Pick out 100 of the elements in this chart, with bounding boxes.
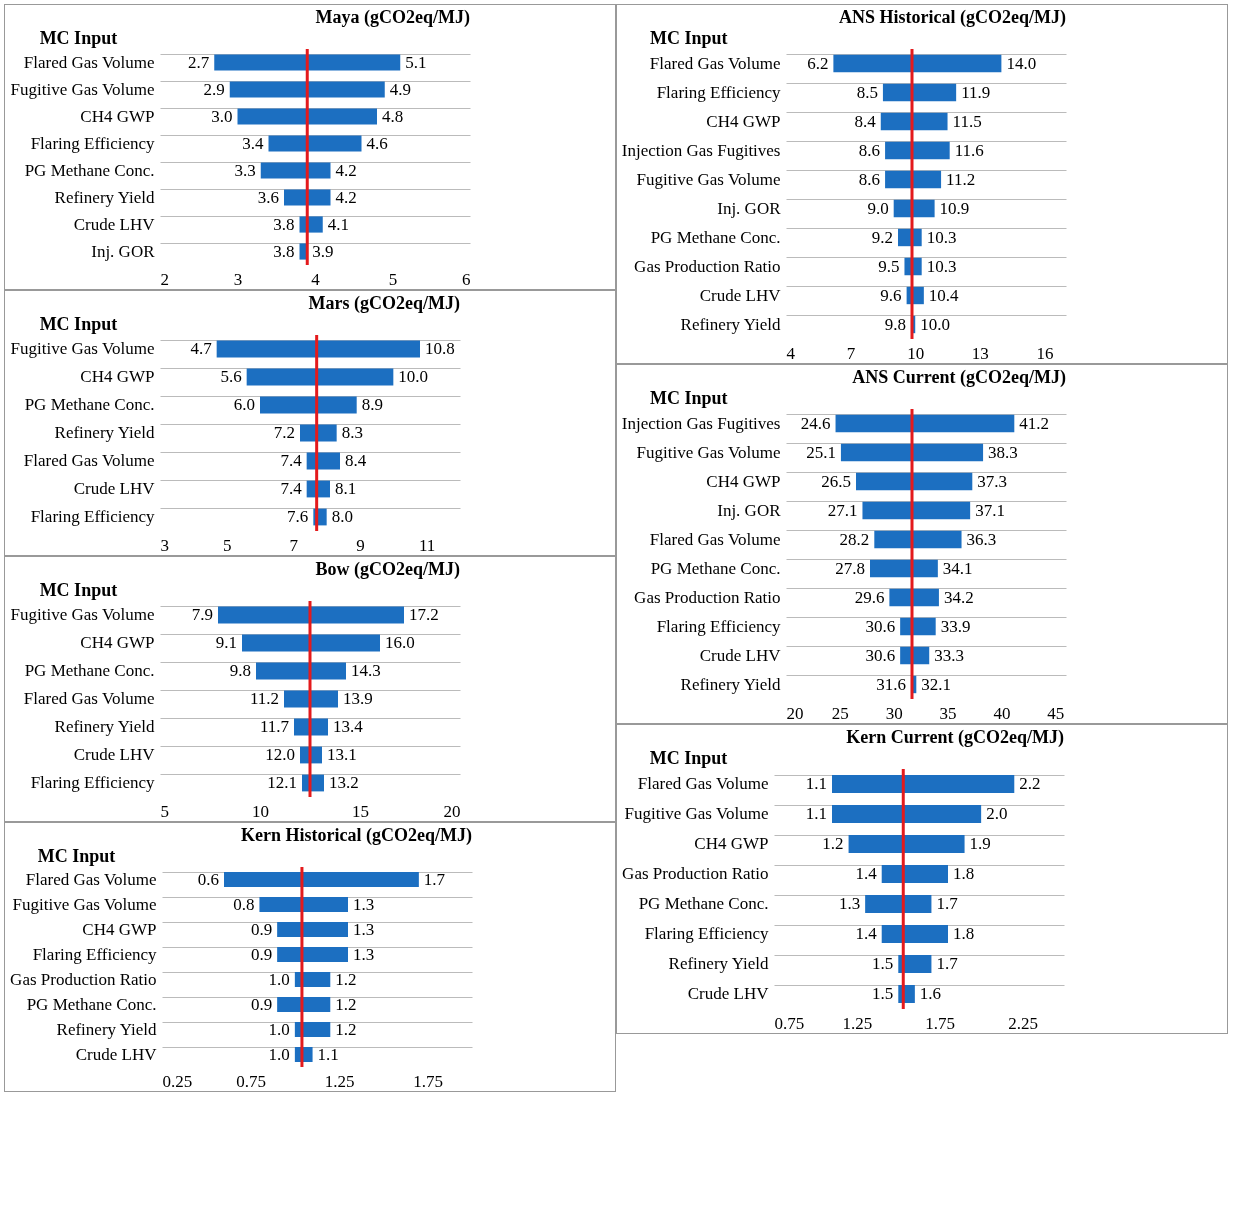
annotation: 12.0 (265, 745, 295, 764)
annotation: 16.0 (385, 633, 415, 652)
annotation: 8.4 (854, 111, 877, 131)
annotation: 11.7 (259, 717, 290, 736)
annotation: 3.3 (234, 160, 256, 180)
annotation: 4.2 (335, 187, 357, 207)
y-tick-label: Fugitive Gas Volume (636, 442, 781, 462)
x-tick-label: 10 (907, 343, 925, 363)
annotation: 11.2 (946, 169, 976, 189)
x-tick-label: 30 (885, 703, 903, 723)
y-tick-label: Fugitive Gas Volume (624, 804, 769, 823)
y-tick-label: Gas Production Ratio (10, 969, 157, 989)
annotation: 8.5 (856, 82, 878, 102)
y-tick-label: Inj. GOR (91, 241, 156, 261)
annotation: 1.0 (268, 969, 290, 989)
x-tick-label: 1.75 (925, 1013, 956, 1033)
y-tick-label: Flared Gas Volume (649, 53, 781, 73)
annotation: 1.1 (805, 804, 827, 823)
annotation: 1.4 (855, 864, 878, 883)
y-tick-label: PG Methane Conc. (24, 160, 155, 180)
y-axis-title: MC Input (39, 579, 118, 600)
y-tick-label: Refinery Yield (54, 187, 155, 207)
annotation: 13.4 (333, 717, 364, 736)
annotation: 1.3 (353, 919, 375, 939)
annotation: 3.4 (242, 133, 264, 153)
annotation: 33.9 (940, 616, 971, 636)
annotation: 1.7 (423, 869, 446, 889)
y-tick-label: Flaring Efficiency (644, 924, 769, 943)
y-tick-label: CH4 GWP (706, 471, 781, 491)
annotation: 8.4 (345, 451, 367, 470)
annotation: 3.9 (312, 241, 334, 261)
annotation: 11.5 (952, 111, 982, 131)
x-tick-label: 4 (311, 269, 321, 289)
annotation: 34.1 (942, 558, 973, 578)
x-tick-label: 7 (289, 535, 299, 555)
annotation: 34.2 (943, 587, 974, 607)
x-tick-label: 16 (1036, 343, 1054, 363)
annotation: 13.2 (329, 773, 359, 792)
annotation: 3.8 (273, 241, 295, 261)
y-tick-label: Refinery Yield (54, 717, 155, 736)
x-tick-label: 11 (418, 535, 436, 555)
y-tick-label: Flared Gas Volume (25, 869, 157, 889)
y-axis-title: MC Input (37, 845, 116, 866)
y-tick-label: Inj. GOR (717, 500, 782, 520)
annotation: 7.6 (287, 507, 309, 526)
y-tick-label: Flaring Efficiency (30, 773, 155, 792)
y-tick-label: Flaring Efficiency (656, 82, 781, 102)
annotation: 1.5 (872, 954, 894, 973)
x-tick-label: 2 (160, 269, 169, 289)
chart-title: Kern Historical (gCO2eq/MJ) (241, 825, 472, 846)
annotation: 8.0 (331, 507, 353, 526)
y-tick-label: Flared Gas Volume (23, 689, 155, 708)
y-tick-label: Refinery Yield (54, 423, 155, 442)
y-tick-label: Refinery Yield (680, 314, 781, 334)
annotation: 1.3 (353, 944, 375, 964)
x-tick-label: 0.75 (774, 1013, 805, 1033)
annotation: 30.6 (865, 616, 896, 636)
annotation: 1.8 (953, 924, 975, 943)
annotation: 1.2 (335, 969, 357, 989)
y-tick-label: Crude LHV (699, 285, 782, 305)
annotation: 1.6 (919, 984, 942, 1003)
annotation: 1.0 (268, 1044, 290, 1064)
annotation: 17.2 (409, 605, 439, 624)
annotation: 31.6 (876, 674, 906, 694)
annotation: 1.1 (805, 774, 827, 793)
x-tick-label: 1.25 (324, 1071, 355, 1091)
y-axis-title: MC Input (650, 27, 728, 48)
annotation: 10.3 (926, 256, 957, 276)
annotation: 1.7 (936, 954, 959, 973)
annotation: 4.1 (327, 214, 349, 234)
annotation: 0.9 (250, 919, 273, 939)
x-tick-label: 7 (846, 343, 856, 363)
annotation: 1.2 (335, 1019, 357, 1039)
annotation: 10.0 (920, 314, 950, 334)
annotation: 3.8 (273, 214, 295, 234)
y-tick-label: Fugitive Gas Volume (12, 894, 157, 914)
x-tick-label: 6 (462, 269, 471, 289)
annotation: 4.6 (366, 133, 388, 153)
annotation: 37.3 (977, 471, 1008, 491)
annotation: 1.4 (855, 924, 878, 943)
annotation: 8.3 (341, 423, 363, 442)
x-tick-label: 20 (786, 703, 804, 723)
annotation: 8.9 (361, 395, 383, 414)
y-tick-label: Gas Production Ratio (622, 864, 769, 883)
y-tick-label: Crude LHV (73, 745, 156, 764)
annotation: 13.1 (327, 745, 357, 764)
x-tick-label: 9 (356, 535, 365, 555)
annotation: 10.8 (425, 339, 455, 358)
x-tick-label: 45 (1047, 703, 1065, 723)
y-tick-label: PG Methane Conc. (638, 894, 769, 913)
x-tick-label: 0.25 (162, 1071, 193, 1091)
annotation: 9.6 (880, 285, 902, 305)
annotation: 0.9 (250, 994, 273, 1014)
chart-title: Maya (gCO2eq/MJ) (315, 7, 470, 28)
y-tick-label: PG Methane Conc. (24, 661, 155, 680)
annotation: 4.9 (389, 79, 411, 99)
y-tick-label: Injection Gas Fugitives (621, 140, 781, 160)
annotation: 10.4 (928, 285, 960, 305)
y-tick-label: PG Methane Conc. (26, 994, 157, 1014)
y-tick-label: Crude LHV (75, 1044, 158, 1064)
